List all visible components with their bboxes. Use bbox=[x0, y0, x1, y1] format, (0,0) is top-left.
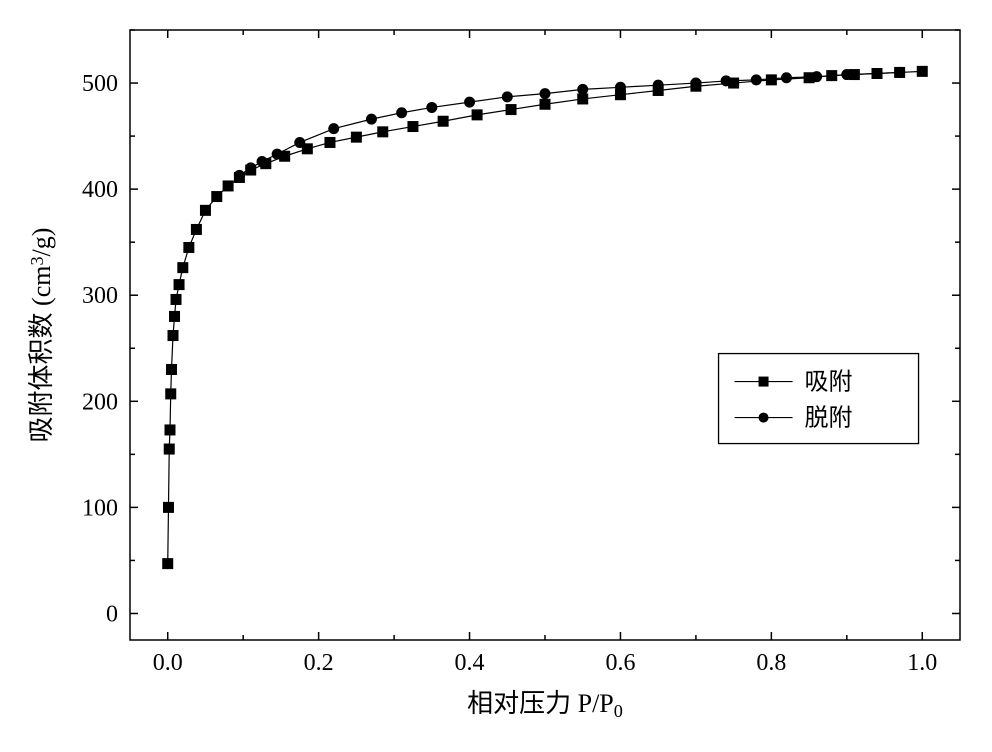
marker-circle bbox=[691, 78, 701, 88]
marker-square bbox=[766, 75, 776, 85]
y-tick-label: 500 bbox=[82, 71, 118, 97]
marker-circle bbox=[272, 149, 282, 159]
marker-circle bbox=[234, 170, 244, 180]
marker-circle bbox=[246, 163, 256, 173]
marker-square bbox=[200, 205, 210, 215]
marker-square bbox=[163, 559, 173, 569]
marker-square bbox=[472, 110, 482, 120]
marker-square bbox=[171, 294, 181, 304]
marker-circle bbox=[578, 84, 588, 94]
marker-circle bbox=[615, 82, 625, 92]
marker-circle bbox=[895, 67, 905, 77]
marker-circle bbox=[751, 75, 761, 85]
marker-circle bbox=[540, 89, 550, 99]
marker-square bbox=[408, 122, 418, 132]
marker-circle bbox=[812, 72, 822, 82]
marker-square bbox=[168, 331, 178, 341]
marker-circle bbox=[295, 137, 305, 147]
marker-circle bbox=[502, 92, 512, 102]
marker-circle bbox=[465, 97, 475, 107]
legend-label: 脱附 bbox=[805, 405, 853, 432]
marker-square bbox=[438, 116, 448, 126]
marker-square bbox=[164, 444, 174, 454]
marker-circle bbox=[721, 76, 731, 86]
isotherm-chart: 0.0 0.2 0.4 0.6 0.8 1.0 0 100 200 300 400 500 相对压力 P… bbox=[0, 0, 992, 752]
marker-square bbox=[578, 94, 588, 104]
marker-square bbox=[351, 132, 361, 142]
y-tick-label: 300 bbox=[82, 283, 118, 309]
legend-label: 吸附 bbox=[805, 369, 853, 396]
x-tick-label: 0.4 bbox=[455, 650, 485, 676]
marker-square bbox=[191, 224, 201, 234]
marker-square bbox=[170, 311, 180, 321]
x-tick-label: 0.2 bbox=[304, 650, 334, 676]
marker-square bbox=[184, 242, 194, 252]
marker-square bbox=[178, 263, 188, 273]
marker-circle bbox=[842, 70, 852, 80]
marker-square bbox=[325, 137, 335, 147]
y-tick-label: 200 bbox=[82, 389, 118, 415]
y-tick-label: 0 bbox=[106, 601, 118, 627]
marker-circle bbox=[257, 157, 267, 167]
marker-circle bbox=[329, 124, 339, 134]
marker-square bbox=[163, 502, 173, 512]
marker-circle bbox=[397, 108, 407, 118]
marker-circle bbox=[781, 73, 791, 83]
y-tick-label: 100 bbox=[82, 495, 118, 521]
marker-square bbox=[540, 99, 550, 109]
marker-circle bbox=[653, 80, 663, 90]
marker-square bbox=[223, 181, 233, 191]
marker-square bbox=[212, 192, 222, 202]
y-tick-label: 400 bbox=[82, 177, 118, 203]
marker-square bbox=[165, 425, 175, 435]
marker-square bbox=[167, 364, 177, 374]
x-tick-label: 0.8 bbox=[756, 650, 786, 676]
marker-square bbox=[506, 105, 516, 115]
marker-circle bbox=[872, 68, 882, 78]
legend-marker-circle bbox=[759, 413, 769, 423]
x-tick-label: 1.0 bbox=[907, 650, 937, 676]
x-tick-label: 0.6 bbox=[605, 650, 635, 676]
marker-circle bbox=[427, 102, 437, 112]
x-tick-label: 0.0 bbox=[153, 650, 183, 676]
legend-marker-square bbox=[759, 377, 769, 387]
marker-square bbox=[917, 66, 927, 76]
chart-svg: 0.0 0.2 0.4 0.6 0.8 1.0 0 100 200 300 400 500 相对压力 P… bbox=[0, 0, 992, 752]
marker-circle bbox=[366, 114, 376, 124]
marker-square bbox=[166, 389, 176, 399]
marker-square bbox=[174, 280, 184, 290]
marker-square bbox=[378, 127, 388, 137]
x-axis-label: 相对压力 P/P0 bbox=[467, 689, 623, 721]
